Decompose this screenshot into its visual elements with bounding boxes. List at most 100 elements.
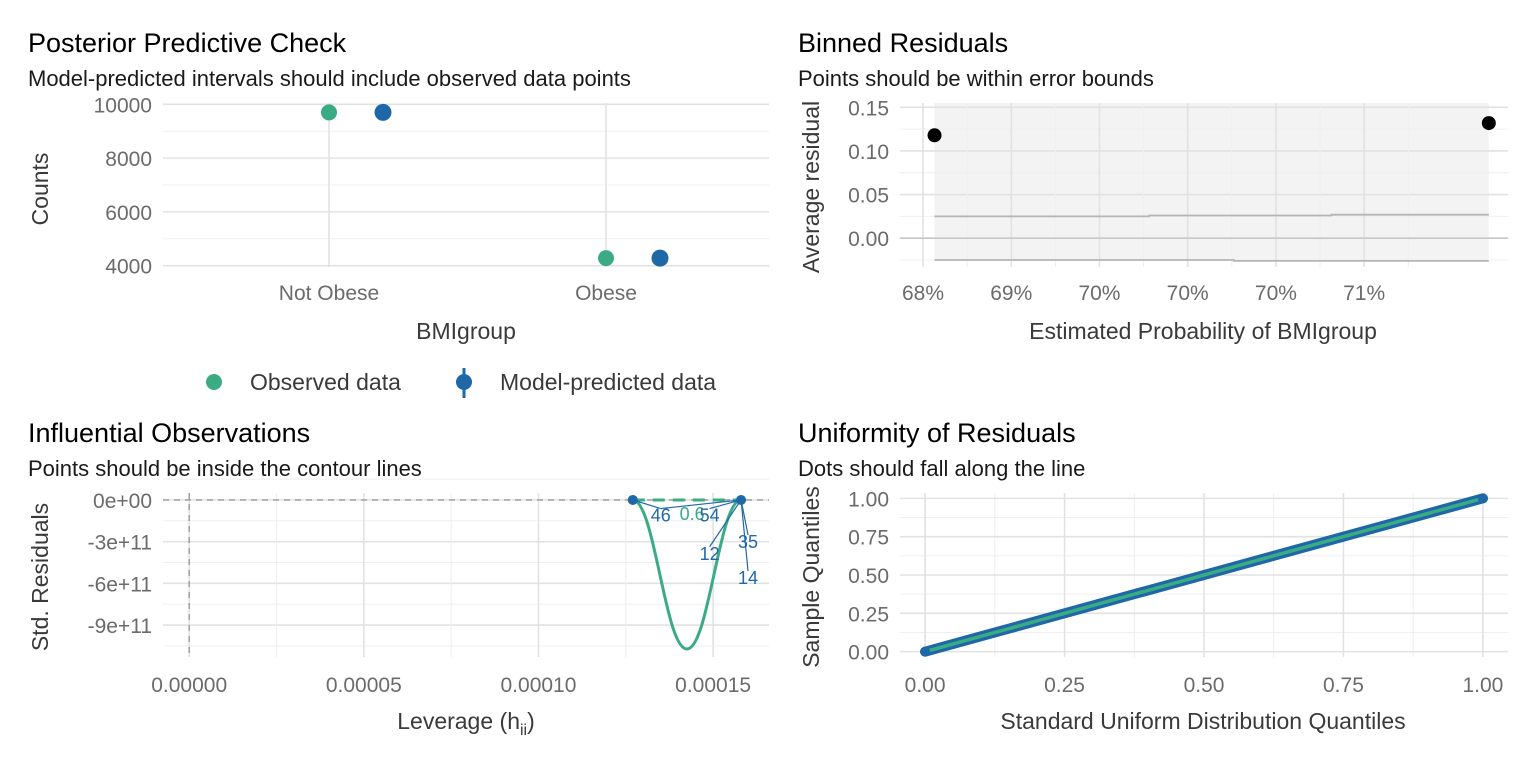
qq-y-tick-label: 1.00 bbox=[848, 488, 889, 511]
binned-x-label: Estimated Probability of BMIgroup bbox=[1029, 318, 1377, 344]
binned-title: Binned Residuals bbox=[798, 28, 1008, 58]
binned-bounds bbox=[934, 213, 1489, 262]
legend-observed-marker bbox=[206, 374, 222, 390]
panel-binned: Binned Residuals Points should be within… bbox=[798, 28, 1508, 344]
qq-title: Uniformity of Residuals bbox=[798, 418, 1076, 448]
qq-x-tick-label: 1.00 bbox=[1462, 674, 1503, 697]
panel-ppc: Posterior Predictive Check Model-predict… bbox=[27, 28, 769, 398]
legend-predicted-label: Model-predicted data bbox=[500, 369, 716, 395]
ppc-x-ticks: Not Obese Obese bbox=[279, 282, 637, 305]
influence-y-tick-label: -3e+11 bbox=[88, 532, 152, 555]
influence-x-label-main: Leverage (h bbox=[397, 708, 520, 734]
binned-x-tick-label: 71% bbox=[1343, 282, 1385, 305]
influence-y-label: Std. Residuals bbox=[27, 503, 53, 651]
panel-influence: Influential Observations Points should b… bbox=[27, 418, 769, 739]
qq-x-label: Standard Uniform Distribution Quantiles bbox=[1000, 708, 1405, 734]
influence-content: 0.6 46 54 12 35 14 bbox=[163, 493, 769, 657]
ppc-grid bbox=[163, 103, 769, 267]
qq-x-ticks: 0.00 0.25 0.50 0.75 1.00 bbox=[905, 674, 1504, 697]
ppc-subtitle: Model-predicted intervals should include… bbox=[28, 66, 631, 91]
influence-x-label-sub: ii bbox=[520, 722, 527, 739]
influence-subtitle: Points should be inside the contour line… bbox=[28, 456, 422, 481]
panel-qq: Uniformity of Residuals Dots should fall… bbox=[798, 418, 1508, 734]
influence-point-label: 35 bbox=[738, 532, 758, 552]
binned-x-tick-label: 68% bbox=[902, 282, 944, 305]
influence-y-tick-label: -9e+11 bbox=[88, 615, 152, 638]
binned-point bbox=[927, 128, 942, 143]
influence-point-label: 12 bbox=[700, 544, 720, 564]
influence-point bbox=[627, 494, 638, 505]
legend-predicted-marker bbox=[456, 374, 472, 390]
binned-x-tick-label: 70% bbox=[1255, 282, 1297, 305]
binned-subtitle: Points should be within error bounds bbox=[798, 66, 1154, 91]
influence-grid bbox=[163, 478, 769, 657]
ppc-y-ticks: 4000 6000 8000 10000 bbox=[94, 94, 152, 278]
influence-leader-line bbox=[709, 499, 742, 548]
influence-leader-line bbox=[660, 499, 742, 510]
legend: Observed data Model-predicted data bbox=[206, 368, 716, 398]
binned-point bbox=[1481, 116, 1496, 131]
ppc-predicted-point bbox=[651, 249, 669, 267]
influence-x-label: Leverage (hii) bbox=[397, 708, 535, 739]
influence-y-ticks: 0e+00 -3e+11 -6e+11 -9e+11 bbox=[88, 490, 152, 638]
influence-y-tick-label: -6e+11 bbox=[88, 573, 152, 596]
influence-point-label: 46 bbox=[651, 506, 671, 526]
qq-end-point bbox=[920, 646, 931, 657]
binned-points bbox=[927, 116, 1496, 143]
influence-x-tick-label: 0.00010 bbox=[501, 674, 577, 697]
binned-y-tick-label: 0.05 bbox=[848, 185, 889, 208]
influence-point bbox=[736, 494, 747, 505]
qq-y-tick-label: 0.75 bbox=[848, 527, 889, 550]
ppc-observed-point bbox=[321, 104, 337, 121]
binned-x-tick-label: 70% bbox=[1167, 282, 1209, 305]
influence-point-label: 54 bbox=[700, 506, 720, 526]
ppc-y-label: Counts bbox=[27, 153, 53, 226]
qq-y-label: Sample Quantiles bbox=[798, 486, 824, 668]
influence-point-label: 14 bbox=[738, 568, 758, 588]
qq-reference-line bbox=[924, 496, 1484, 654]
influence-x-tick-label: 0.00000 bbox=[151, 674, 227, 697]
influence-contour-label: 0.6 bbox=[680, 504, 705, 524]
binned-x-tick-label: 69% bbox=[990, 282, 1032, 305]
ppc-points bbox=[321, 103, 669, 267]
binned-error-band bbox=[934, 103, 1489, 261]
ppc-y-tick-label: 6000 bbox=[105, 202, 152, 225]
ppc-title: Posterior Predictive Check bbox=[28, 28, 347, 58]
influence-contour-line bbox=[632, 498, 742, 651]
ppc-x-label: BMIgroup bbox=[416, 318, 516, 344]
ppc-x-tick-label: Not Obese bbox=[279, 282, 379, 305]
binned-x-tick-label: 70% bbox=[1078, 282, 1120, 305]
qq-x-tick-label: 0.00 bbox=[905, 674, 946, 697]
ppc-y-tick-label: 4000 bbox=[105, 256, 152, 279]
qq-subtitle: Dots should fall along the line bbox=[798, 456, 1085, 481]
binned-y-ticks: 0.00 0.05 0.10 0.15 bbox=[848, 97, 889, 251]
binned-lower-bound bbox=[934, 259, 1489, 262]
qq-grid bbox=[900, 493, 1508, 657]
ppc-predicted-point bbox=[374, 103, 392, 121]
influence-x-tick-label: 0.00015 bbox=[675, 674, 751, 697]
influence-x-ticks: 0.00000 0.00005 0.00010 0.00015 bbox=[151, 674, 751, 697]
qq-y-ticks: 0.00 0.25 0.50 0.75 1.00 bbox=[848, 488, 889, 664]
binned-y-tick-label: 0.10 bbox=[848, 141, 889, 164]
qq-y-tick-label: 0.00 bbox=[848, 642, 889, 665]
qq-y-tick-label: 0.25 bbox=[848, 603, 889, 626]
legend-observed-label: Observed data bbox=[250, 369, 401, 395]
ppc-y-tick-label: 10000 bbox=[94, 94, 152, 117]
influence-x-tick-label: 0.00005 bbox=[326, 674, 402, 697]
ppc-y-tick-label: 8000 bbox=[105, 148, 152, 171]
influence-leader-line bbox=[740, 499, 749, 572]
binned-y-tick-label: 0.00 bbox=[848, 228, 889, 251]
qq-end-point bbox=[1477, 493, 1488, 504]
binned-x-ticks: 68% 69% 70% 70% 70% 71% bbox=[902, 282, 1385, 305]
binned-y-tick-label: 0.15 bbox=[848, 97, 889, 120]
influence-title: Influential Observations bbox=[28, 418, 310, 448]
qq-x-tick-label: 0.25 bbox=[1044, 674, 1085, 697]
binned-upper-bound bbox=[934, 213, 1489, 218]
qq-x-tick-label: 0.75 bbox=[1323, 674, 1364, 697]
qq-y-tick-label: 0.50 bbox=[848, 565, 889, 588]
qq-content bbox=[920, 493, 1488, 657]
ppc-x-tick-label: Obese bbox=[575, 282, 637, 305]
influence-x-label-close: ) bbox=[527, 708, 535, 734]
influence-y-tick-label: 0e+00 bbox=[93, 490, 152, 513]
